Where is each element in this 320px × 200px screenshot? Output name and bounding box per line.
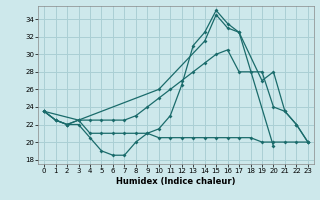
X-axis label: Humidex (Indice chaleur): Humidex (Indice chaleur) xyxy=(116,177,236,186)
